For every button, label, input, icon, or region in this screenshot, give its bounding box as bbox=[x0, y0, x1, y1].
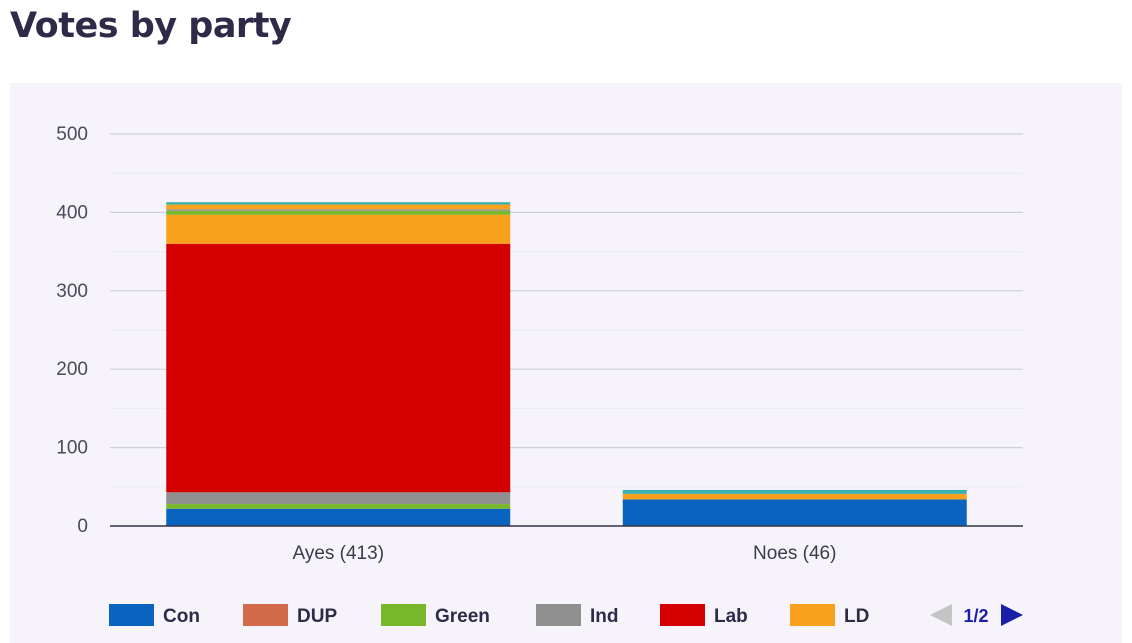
pager-label: 1/2 bbox=[963, 606, 988, 626]
legend-label: LD bbox=[844, 606, 869, 627]
bar-segment-ld-0[interactable] bbox=[166, 204, 511, 210]
bar-segment-ld-1[interactable] bbox=[622, 493, 967, 500]
bar-segment-ind-0[interactable] bbox=[166, 492, 511, 505]
page-title: Votes by party bbox=[10, 6, 292, 46]
bar-segment-lab-0[interactable] bbox=[166, 243, 511, 493]
bar-segment-green-0[interactable] bbox=[166, 210, 511, 215]
bar-segment-con-0[interactable] bbox=[166, 508, 511, 526]
legend-label: Lab bbox=[714, 606, 748, 627]
category-label: Ayes (413) bbox=[292, 543, 384, 564]
legend-swatch bbox=[790, 604, 835, 626]
y-tick-label: 200 bbox=[56, 359, 88, 380]
y-tick-label: 400 bbox=[56, 202, 88, 223]
category-label: Noes (46) bbox=[753, 543, 836, 564]
legend-label: Ind bbox=[590, 606, 619, 627]
bar-segment-ld-0[interactable] bbox=[166, 214, 511, 244]
y-tick-label: 500 bbox=[56, 124, 88, 145]
bar-segment-other1-1[interactable] bbox=[622, 489, 967, 494]
bar-segment-con-1[interactable] bbox=[622, 499, 967, 526]
legend-label: DUP bbox=[297, 606, 337, 627]
legend-swatch bbox=[109, 604, 154, 626]
legend-swatch bbox=[536, 604, 581, 626]
legend-swatch bbox=[243, 604, 288, 626]
y-tick-label: 0 bbox=[77, 516, 88, 537]
legend-item-ld[interactable]: LD bbox=[790, 604, 869, 627]
legend-label: Con bbox=[163, 606, 200, 627]
y-tick-label: 300 bbox=[56, 281, 88, 302]
legend-item-con[interactable]: Con bbox=[109, 604, 200, 627]
legend-item-green[interactable]: Green bbox=[381, 604, 490, 627]
legend-item-ind[interactable]: Ind bbox=[536, 604, 619, 627]
bar-segment-green-0[interactable] bbox=[166, 504, 511, 509]
y-tick-label: 100 bbox=[56, 438, 88, 459]
legend-item-dup[interactable]: DUP bbox=[243, 604, 337, 627]
legend-swatch bbox=[660, 604, 705, 626]
chart-panel: 0 100 200 300 400 500 Ayes (413) Noes (46) Con DU… bbox=[10, 83, 1122, 643]
pager-next-icon[interactable] bbox=[1001, 604, 1023, 626]
votes-chart: 0 100 200 300 400 500 Ayes (413) Noes (46) Con DU… bbox=[56, 124, 1023, 627]
legend-swatch bbox=[381, 604, 426, 626]
pager-prev-icon[interactable] bbox=[930, 604, 952, 626]
bar-segment-ind-0[interactable] bbox=[166, 209, 511, 211]
bar-segment-other1-0[interactable] bbox=[166, 202, 511, 205]
legend-label: Green bbox=[435, 606, 490, 627]
legend-item-lab[interactable]: Lab bbox=[660, 604, 748, 627]
